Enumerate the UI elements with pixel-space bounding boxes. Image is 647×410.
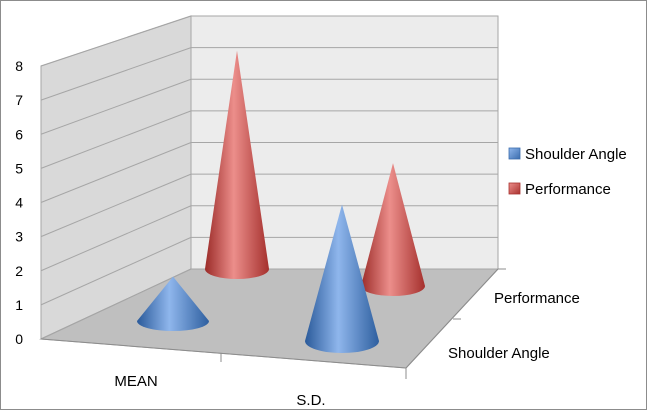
y-tick-label: 3 — [15, 229, 23, 245]
legend-swatch-shoulder-angle — [508, 147, 521, 160]
y-tick-label: 8 — [15, 58, 23, 74]
gridline-side-4 — [40, 142, 192, 203]
cone-perf-mean-body — [205, 50, 269, 279]
gridline-side-0 — [40, 268, 192, 340]
gridline-side-2 — [40, 205, 192, 272]
legend-label-shoulder-angle: Shoulder Angle — [525, 146, 627, 163]
gridline-side-1 — [40, 236, 192, 306]
cone-perf-sd-body — [361, 163, 425, 296]
y-tick-label: 7 — [15, 92, 23, 108]
cone-sa-sd-body — [305, 204, 379, 353]
y-tick-label: 1 — [15, 297, 23, 313]
x-category-label-mean: MEAN — [114, 373, 157, 390]
cone-shoulder-angle-mean — [137, 276, 209, 331]
cone-shoulder-angle-sd — [305, 204, 379, 353]
y-axis-ticks: 0 1 2 3 4 5 6 7 8 — [15, 58, 23, 347]
gridline-side-8 — [40, 15, 192, 67]
gridline-side-6 — [40, 78, 192, 135]
y-tick-label: 4 — [15, 195, 23, 211]
cone-sa-mean-body — [137, 276, 209, 331]
depth-label-shoulder-angle: Shoulder Angle — [448, 345, 550, 362]
x-category-label-sd: S.D. — [296, 392, 325, 409]
cone-performance-sd — [361, 163, 425, 296]
y-tick-label: 2 — [15, 263, 23, 279]
y-tick-label: 5 — [15, 160, 23, 176]
x-axis-line — [40, 338, 407, 369]
legend-label-performance: Performance — [525, 181, 611, 198]
legend-swatch-performance — [508, 182, 521, 195]
gridline-side-5 — [40, 110, 192, 169]
legend: Shoulder Angle Performance — [508, 146, 627, 198]
gridline-side-7 — [40, 47, 192, 101]
gridline-side-3 — [40, 173, 192, 238]
depth-axis-line — [405, 268, 499, 369]
cone-performance-mean — [205, 50, 269, 279]
depth-label-performance: Performance — [494, 290, 580, 307]
y-tick-label: 6 — [15, 126, 23, 142]
y-tick-label: 0 — [15, 331, 23, 347]
